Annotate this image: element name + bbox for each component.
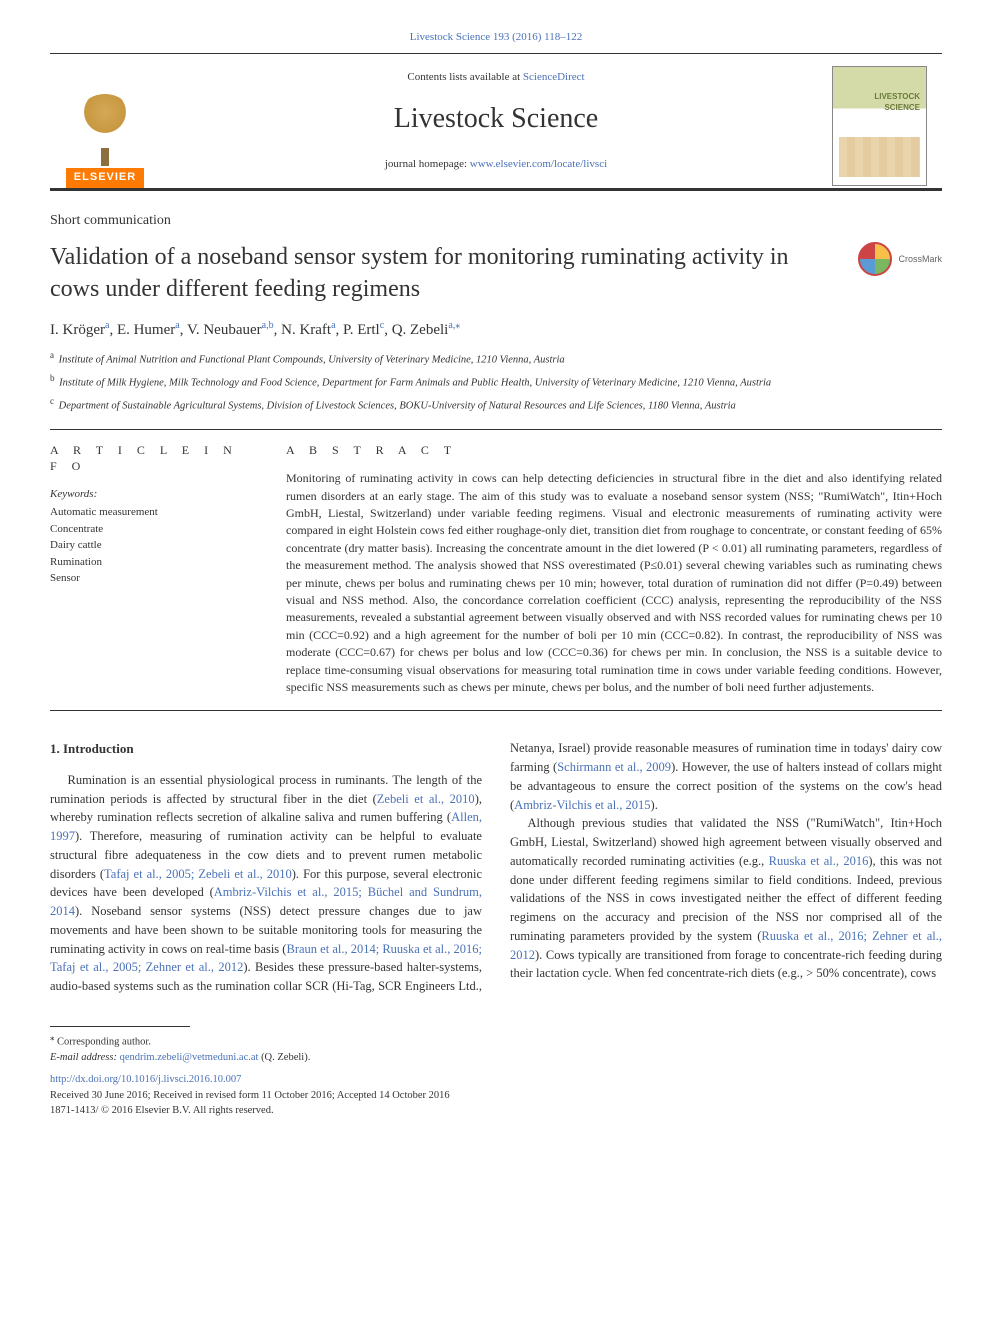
email-link[interactable]: qendrim.zebeli@vetmeduni.ac.at [120,1052,259,1063]
ref-link[interactable]: Ruuska et al., 2016 [769,854,869,868]
crossmark-icon [858,242,892,276]
rule-top [50,429,942,430]
keyword: Automatic measurement [50,504,250,521]
crossmark-label: CrossMark [898,253,942,266]
copyright-line: 1871-1413/ © 2016 Elsevier B.V. All righ… [50,1103,942,1119]
abstract-column: A B S T R A C T Monitoring of ruminating… [286,442,942,697]
elsevier-tree-icon [60,64,150,154]
info-abstract-row: A R T I C L E I N F O Keywords: Automati… [50,442,942,697]
keyword: Rumination [50,554,250,571]
author-sup: a,⁎ [448,320,460,331]
homepage-line: journal homepage: www.elsevier.com/locat… [160,157,832,172]
ref-link[interactable]: Tafaj et al., 2005; Zebeli et al., 2010 [104,867,292,881]
author: V. Neubauera,b [187,322,274,338]
journal-name: Livestock Science [160,99,832,138]
email-line: E-mail address: qendrim.zebeli@vetmeduni… [50,1050,942,1066]
keywords-label: Keywords: [50,487,250,502]
intro-heading: 1. Introduction [50,739,482,759]
publisher-logo-block: ELSEVIER [50,64,160,187]
article-type: Short communication [50,211,942,231]
title-row: Validation of a noseband sensor system f… [50,242,942,304]
ref-link[interactable]: Ambriz-Vilchis et al., 2015 [514,798,650,812]
header-center: Contents lists available at ScienceDirec… [160,70,832,182]
corresponding-author: ⁎ Corresponding author. [50,1031,942,1050]
sciencedirect-link[interactable]: ScienceDirect [523,71,585,83]
authors: I. Krögera, E. Humera, V. Neubauera,b, N… [50,319,942,341]
contents-prefix: Contents lists available at [407,71,522,83]
doi-link[interactable]: http://dx.doi.org/10.1016/j.livsci.2016.… [50,1072,942,1088]
author: P. Ertlc [343,322,384,338]
author: I. Krögera [50,322,109,338]
author: N. Krafta [281,322,335,338]
article-info: A R T I C L E I N F O Keywords: Automati… [50,442,250,697]
author-sup: a [331,320,335,331]
homepage-prefix: journal homepage: [385,158,470,170]
author: Q. Zebelia,⁎ [392,322,461,338]
abstract-heading: A B S T R A C T [286,442,942,459]
crossmark-badge[interactable]: CrossMark [858,242,942,276]
journal-cover-block [832,66,942,186]
journal-cover-icon [832,66,927,186]
author-sup: a [175,320,179,331]
email-label: E-mail address: [50,1052,120,1063]
abstract-text: Monitoring of ruminating activity in cow… [286,470,942,696]
email-suffix: (Q. Zebeli). [258,1052,310,1063]
affiliation: a Institute of Animal Nutrition and Func… [50,349,942,368]
keyword: Concentrate [50,521,250,538]
text: ). Cows typically are transitioned from … [510,948,942,981]
journal-header: ELSEVIER Contents lists available at Sci… [50,53,942,190]
contents-line: Contents lists available at ScienceDirec… [160,70,832,85]
citation: Livestock Science 193 (2016) 118–122 [50,30,942,45]
article-title: Validation of a noseband sensor system f… [50,242,858,304]
article-info-heading: A R T I C L E I N F O [50,442,250,476]
affiliation: b Institute of Milk Hygiene, Milk Techno… [50,372,942,391]
elsevier-wordmark: ELSEVIER [66,168,144,187]
ref-link[interactable]: Schirmann et al., 2009 [557,760,671,774]
homepage-link[interactable]: www.elsevier.com/locate/livsci [470,158,607,170]
keywords-list: Automatic measurementConcentrateDairy ca… [50,504,250,587]
footer-rule [50,1026,190,1027]
corr-text: Corresponding author. [57,1036,151,1047]
author-sup: c [380,320,384,331]
author-sup: a,b [262,320,274,331]
keyword: Sensor [50,570,250,587]
affiliation: c Department of Sustainable Agricultural… [50,395,942,414]
received-line: Received 30 June 2016; Received in revis… [50,1088,942,1104]
text: ). [651,798,658,812]
author-sup: a [105,320,109,331]
affiliations-block: a Institute of Animal Nutrition and Func… [50,349,942,415]
keyword: Dairy cattle [50,537,250,554]
ref-link[interactable]: Zebeli et al., 2010 [377,792,475,806]
body-columns: 1. Introduction Rumination is an essenti… [50,739,942,996]
rule-bottom [50,710,942,711]
corr-marker: ⁎ [50,1032,54,1042]
intro-para-2: Although previous studies that validated… [510,814,942,983]
author: E. Humera [117,322,180,338]
introduction-section: 1. Introduction Rumination is an essenti… [50,739,942,996]
footer: ⁎ Corresponding author. E-mail address: … [50,1026,942,1119]
